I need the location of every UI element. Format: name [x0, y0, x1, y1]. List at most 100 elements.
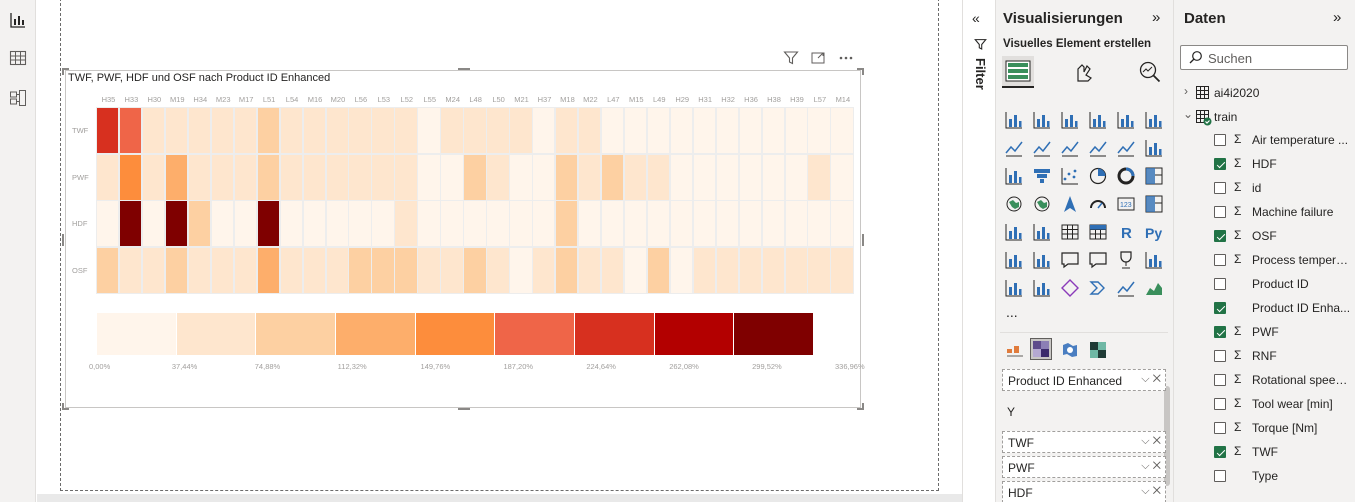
heatmap-cell[interactable]: [302, 153, 327, 201]
heatmap-cell[interactable]: [417, 246, 441, 294]
field-item[interactable]: Σ PWF: [1174, 322, 1355, 344]
heatmap-cell[interactable]: [394, 153, 418, 201]
heatmap-cell[interactable]: [233, 246, 258, 294]
shape-map-visual-icon[interactable]: [1059, 339, 1081, 361]
python-visual-icon[interactable]: [1004, 339, 1026, 361]
heatmap-cell[interactable]: [738, 153, 763, 201]
python-icon[interactable]: Py: [1143, 221, 1165, 243]
heatmap-cell[interactable]: [256, 107, 281, 154]
field-checkbox[interactable]: [1214, 230, 1226, 242]
heatmap-cell[interactable]: [623, 200, 648, 247]
multi-row-card-icon[interactable]: [1143, 193, 1165, 215]
resize-handle[interactable]: [862, 68, 864, 75]
heatmap-cell[interactable]: [463, 153, 487, 201]
heatmap-cell[interactable]: [210, 200, 235, 247]
map-icon[interactable]: [1003, 193, 1025, 215]
heatmap-cell[interactable]: [577, 107, 602, 154]
field-item[interactable]: Σ RNF: [1174, 346, 1355, 368]
y-field-well-item[interactable]: PWF ⌵ ✕: [1002, 456, 1166, 478]
card-icon[interactable]: 123: [1115, 193, 1137, 215]
heatmap-cell[interactable]: [554, 200, 579, 247]
heatmap-cell[interactable]: [256, 153, 281, 201]
heatmap-cell[interactable]: [532, 107, 556, 154]
heatmap-cell[interactable]: [509, 107, 533, 154]
ribbon-chart-icon[interactable]: [1143, 137, 1165, 159]
100-column-icon[interactable]: [1143, 109, 1165, 131]
field-item[interactable]: Σ Torque [Nm]: [1174, 418, 1355, 440]
power-apps-icon[interactable]: [1059, 277, 1081, 299]
heatmap-cell[interactable]: [738, 246, 763, 294]
heatmap-cell[interactable]: [348, 153, 372, 201]
heatmap-cell[interactable]: [141, 246, 166, 294]
resize-handle[interactable]: [62, 68, 64, 75]
heatmap-cell[interactable]: [784, 153, 808, 201]
heatmap-cell[interactable]: [210, 246, 235, 294]
donut-chart-icon[interactable]: [1115, 165, 1137, 187]
field-item[interactable]: Σ Rotational speed...: [1174, 370, 1355, 392]
y-field-well-item[interactable]: TWF ⌵ ✕: [1002, 431, 1166, 453]
collapse-chevron-icon[interactable]: «: [972, 10, 980, 26]
heatmap-cell[interactable]: [394, 200, 418, 247]
heatmap-cell[interactable]: [210, 107, 235, 154]
azure-map-icon[interactable]: [1059, 193, 1081, 215]
custom-visual-icon[interactable]: [1087, 339, 1109, 361]
field-item[interactable]: Σ Machine failure: [1174, 202, 1355, 224]
heatmap-cell[interactable]: [233, 153, 258, 201]
waterfall-icon[interactable]: [1003, 165, 1025, 187]
field-item[interactable]: Σ Air temperature ...: [1174, 130, 1355, 152]
resize-handle[interactable]: [458, 408, 470, 410]
table-node-ai4i2020[interactable]: › ai4i2020: [1174, 82, 1355, 104]
field-checkbox[interactable]: [1214, 326, 1226, 338]
resize-handle[interactable]: [857, 68, 864, 70]
table-node-train[interactable]: ⌄ train: [1174, 106, 1355, 128]
field-checkbox[interactable]: [1214, 206, 1226, 218]
expand-chevron-icon[interactable]: »: [1152, 9, 1161, 26]
heatmap-cell[interactable]: [95, 246, 120, 294]
field-item[interactable]: Σ TWF: [1174, 442, 1355, 464]
heatmap-cell[interactable]: [807, 246, 831, 294]
heatmap-cell[interactable]: [394, 246, 418, 294]
heatmap-cell[interactable]: [187, 107, 212, 154]
heatmap-cell[interactable]: [486, 153, 510, 201]
heatmap-cell[interactable]: [509, 200, 533, 247]
heatmap-cell[interactable]: [692, 200, 717, 247]
filter-pane-collapsed[interactable]: « Filter: [962, 0, 996, 502]
field-checkbox[interactable]: [1214, 374, 1226, 386]
heatmap-cell[interactable]: [830, 246, 854, 294]
stacked-area-icon[interactable]: [1059, 137, 1081, 159]
funnel-icon[interactable]: [1031, 165, 1053, 187]
heatmap-cell[interactable]: [532, 246, 556, 294]
r-visual-icon[interactable]: R: [1115, 221, 1137, 243]
narrative-icon[interactable]: [1087, 249, 1109, 271]
heatmap-cell[interactable]: [715, 246, 740, 294]
heatmap-cell[interactable]: [577, 153, 602, 201]
heatmap-cell[interactable]: [440, 246, 464, 294]
field-dropdown-remove-icon[interactable]: ⌵ ✕: [1141, 373, 1161, 385]
heatmap-cell[interactable]: [577, 246, 602, 294]
power-automate-icon[interactable]: [1087, 277, 1109, 299]
pane-scrollbar[interactable]: [1164, 386, 1170, 486]
filter-icon[interactable]: [781, 48, 801, 68]
heatmap-cell[interactable]: [692, 153, 717, 201]
heatmap-cell[interactable]: [830, 200, 854, 247]
pie-chart-icon[interactable]: [1087, 165, 1109, 187]
heatmap-cell[interactable]: [554, 153, 579, 201]
clustered-column-icon[interactable]: [1087, 109, 1109, 131]
line-clustered-icon[interactable]: [1115, 137, 1137, 159]
heatmap-cell[interactable]: [233, 200, 258, 247]
expand-chevron-icon[interactable]: »: [1333, 9, 1342, 26]
heatmap-cell[interactable]: [486, 107, 510, 154]
heatmap-cell[interactable]: [118, 200, 143, 247]
heatmap-cell[interactable]: [417, 153, 441, 201]
heatmap-cell[interactable]: [532, 153, 556, 201]
heatmap-cell[interactable]: [646, 107, 671, 154]
focus-mode-icon[interactable]: [808, 48, 828, 68]
x-axis-field-well[interactable]: Product ID Enhanced ⌵ ✕: [1002, 369, 1166, 391]
resize-handle[interactable]: [62, 403, 64, 410]
search-input[interactable]: Suchen: [1180, 45, 1348, 70]
heatmap-cell[interactable]: [279, 246, 304, 294]
heatmap-cell[interactable]: [600, 153, 625, 201]
heatmap-cell[interactable]: [600, 246, 625, 294]
heatmap-cell[interactable]: [164, 153, 189, 201]
heatmap-cell[interactable]: [784, 246, 808, 294]
